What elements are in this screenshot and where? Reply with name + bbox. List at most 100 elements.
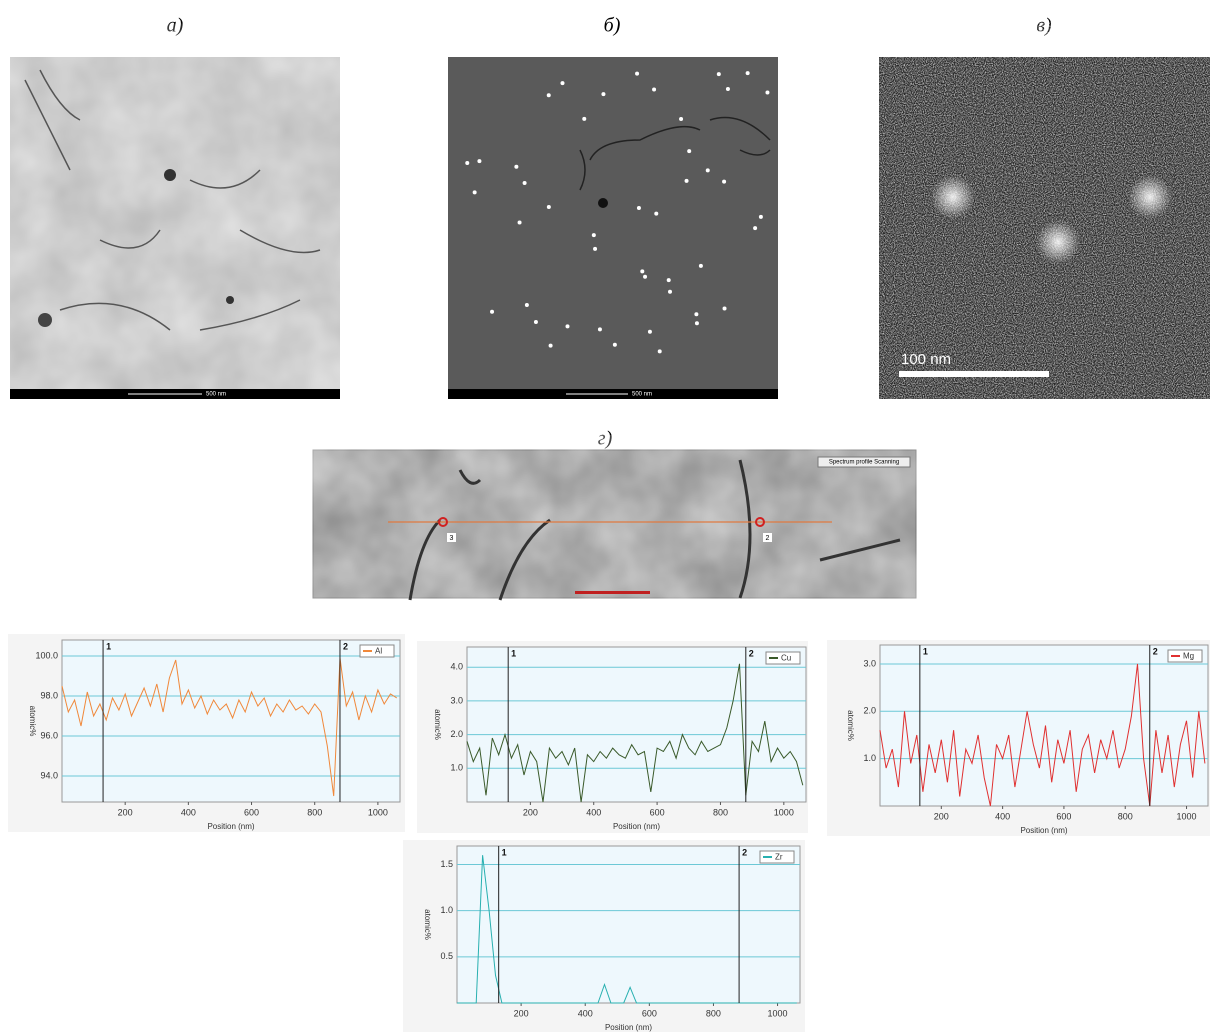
y-tick-label: 94.0: [40, 770, 58, 780]
particle: [648, 330, 652, 334]
particle: [759, 215, 763, 219]
x-tick-label: 600: [244, 807, 259, 817]
cursor-label: 2: [343, 641, 348, 651]
x-tick-label: 200: [934, 811, 949, 821]
particle: [765, 90, 769, 94]
y-tick-label: 1.0: [450, 763, 463, 773]
scale-label: 100 nm: [901, 351, 951, 368]
x-tick-label: 200: [514, 1008, 529, 1018]
micrograph: Spectrum profile Scanning 3 2: [313, 450, 916, 600]
legend-label: Al: [375, 647, 382, 656]
particle: [722, 180, 726, 184]
legend-label: Zr: [775, 853, 783, 862]
particle: [706, 168, 710, 172]
x-axis-label: Position (nm): [613, 822, 660, 831]
y-tick-label: 0.5: [440, 951, 453, 961]
plot-area: [457, 846, 800, 1003]
particle: [667, 278, 671, 282]
particle: [637, 206, 641, 210]
y-tick-label: 2.0: [450, 729, 463, 739]
particle: [598, 327, 602, 331]
x-tick-label: 800: [713, 807, 728, 817]
particle: [473, 190, 477, 194]
x-axis-label: Position (nm): [605, 1023, 652, 1032]
y-axis-label: atomic%: [846, 710, 855, 741]
particle: [525, 303, 529, 307]
particle: [643, 275, 647, 279]
y-tick-label: 3.0: [450, 695, 463, 705]
cursor-label: 2: [1153, 646, 1158, 656]
x-tick-label: 600: [1056, 811, 1071, 821]
particle: [726, 87, 730, 91]
x-tick-label: 600: [650, 807, 665, 817]
cursor-label: 1: [923, 646, 928, 656]
particle: [679, 117, 683, 121]
particle: [518, 221, 522, 225]
x-tick-label: 1000: [368, 807, 388, 817]
micrograph: 500 nm: [448, 57, 778, 399]
x-tick-label: 800: [1118, 811, 1133, 821]
particle: [565, 324, 569, 328]
particle: [490, 310, 494, 314]
plot-area: [880, 645, 1208, 806]
panel-label: а): [167, 15, 184, 37]
cursor-label: 2: [742, 847, 747, 857]
y-tick-label: 1.5: [440, 859, 453, 869]
x-tick-label: 1000: [1177, 811, 1197, 821]
y-tick-label: 3.0: [863, 658, 876, 668]
particle: [635, 72, 639, 76]
particle: [753, 226, 757, 230]
caption: Spectrum profile Scanning: [829, 460, 899, 466]
particle: [699, 264, 703, 268]
particle: [723, 306, 727, 310]
y-tick-label: 1.0: [863, 753, 876, 763]
particle: [695, 321, 699, 325]
particle: [593, 247, 597, 251]
particle: [613, 343, 617, 347]
cursor-label: 1: [502, 847, 507, 857]
particle: [746, 71, 750, 75]
particle: [687, 149, 691, 153]
panel-label: г): [598, 428, 613, 450]
y-tick-label: 100.0: [35, 650, 58, 660]
cursor-label: 1: [106, 641, 111, 651]
particle: [654, 212, 658, 216]
particle: [652, 88, 656, 92]
particle: [668, 290, 672, 294]
point-label: 3: [450, 535, 454, 542]
legend-label: Mg: [1183, 652, 1194, 661]
legend-label: Cu: [781, 654, 791, 663]
particle: [465, 161, 469, 165]
particle: [514, 165, 518, 169]
x-tick-label: 400: [578, 1008, 593, 1018]
y-axis-label: atomic%: [433, 709, 442, 740]
particle: [694, 312, 698, 316]
y-tick-label: 2.0: [863, 706, 876, 716]
x-tick-label: 400: [586, 807, 601, 817]
micrograph: 100 nm: [879, 57, 1210, 399]
particle: [685, 179, 689, 183]
y-tick-label: 4.0: [450, 662, 463, 672]
particle: [549, 344, 553, 348]
particle: [560, 81, 564, 85]
scale-label: 500 nm: [206, 392, 226, 398]
x-tick-label: 200: [118, 807, 133, 817]
particle: [658, 349, 662, 353]
y-tick-label: 98.0: [40, 690, 58, 700]
particle: [547, 205, 551, 209]
cursor-label: 2: [749, 648, 754, 658]
particle: [601, 92, 605, 96]
particle: [477, 159, 481, 163]
x-axis-label: Position (nm): [1020, 826, 1067, 835]
figure: а) 500 nm б) 500 nm в) 100 nm г) Spectru…: [0, 0, 1210, 1032]
panel-label: б): [604, 15, 621, 37]
panel-label: в): [1036, 15, 1052, 37]
x-tick-label: 200: [523, 807, 538, 817]
y-tick-label: 1.0: [440, 905, 453, 915]
plot-area: [467, 647, 806, 802]
particle: [640, 269, 644, 273]
cursor-label: 1: [511, 648, 516, 658]
y-axis-label: atomic%: [28, 706, 37, 737]
point-label: 2: [766, 535, 770, 542]
x-tick-label: 1000: [768, 1008, 788, 1018]
